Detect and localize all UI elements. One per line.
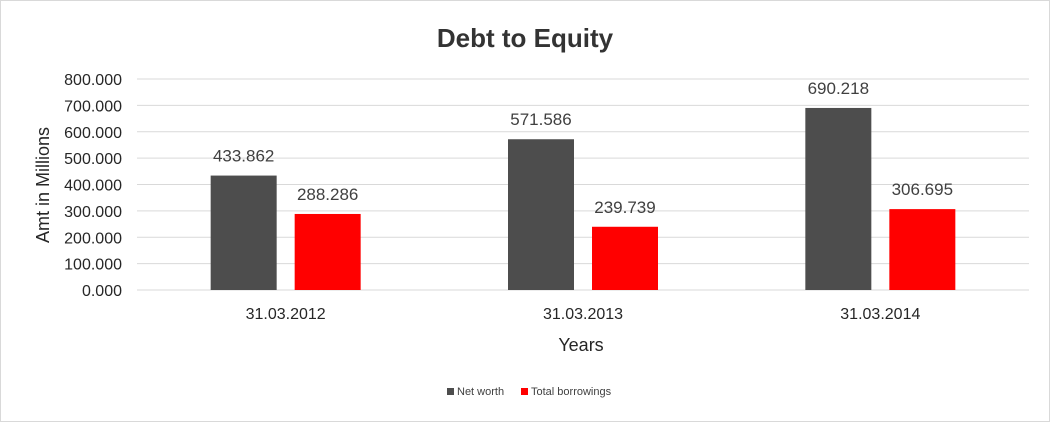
data-label: 288.286 xyxy=(297,185,358,204)
y-tick-label: 0.000 xyxy=(82,283,122,300)
y-tick-label: 100.000 xyxy=(64,257,122,274)
y-tick-label: 300.000 xyxy=(64,204,122,221)
bar-net-worth xyxy=(805,107,872,290)
gridlines xyxy=(137,78,1029,291)
x-category-label: 31.03.2013 xyxy=(543,306,623,323)
y-tick-label: 700.000 xyxy=(64,98,122,115)
y-axis-ticks: 0.000 100.000 200.000 300.000 400.000 500.000… xyxy=(64,72,122,300)
y-tick-label: 400.000 xyxy=(64,178,122,195)
data-label: 433.862 xyxy=(213,147,274,166)
legend-label: Net worth xyxy=(457,386,504,398)
x-axis-categories: 31.03.2012 31.03.2013 31.03.2014 xyxy=(246,306,921,323)
y-tick-label: 600.000 xyxy=(64,125,122,142)
data-label: 571.586 xyxy=(510,110,571,129)
legend: Net worth Total borrowings xyxy=(447,386,612,398)
x-category-label: 31.03.2014 xyxy=(840,306,920,323)
y-tick-label: 200.000 xyxy=(64,230,122,247)
bar-net-worth xyxy=(508,139,574,290)
chart-title: Debt to Equity xyxy=(437,23,614,53)
data-labels: 433.862 288.286 571.586 239.739 690.218 306.6… xyxy=(213,79,953,217)
bar-total-borrowings xyxy=(592,226,658,290)
legend-swatch xyxy=(447,388,454,395)
bar-net-worth xyxy=(210,175,277,290)
y-tick-label: 500.000 xyxy=(64,151,122,168)
legend-swatch xyxy=(521,388,528,395)
legend-label: Total borrowings xyxy=(531,386,612,398)
bar-total-borrowings xyxy=(889,209,956,290)
bars xyxy=(210,107,956,290)
data-label: 306.695 xyxy=(892,180,953,199)
y-tick-label: 800.000 xyxy=(64,72,122,89)
y-axis-title: Amt in Millions xyxy=(33,127,53,243)
x-axis-title: Years xyxy=(558,335,603,355)
data-label: 690.218 xyxy=(808,79,869,98)
data-label: 239.739 xyxy=(594,198,655,217)
bar-total-borrowings xyxy=(294,213,361,290)
x-category-label: 31.03.2012 xyxy=(246,306,326,323)
